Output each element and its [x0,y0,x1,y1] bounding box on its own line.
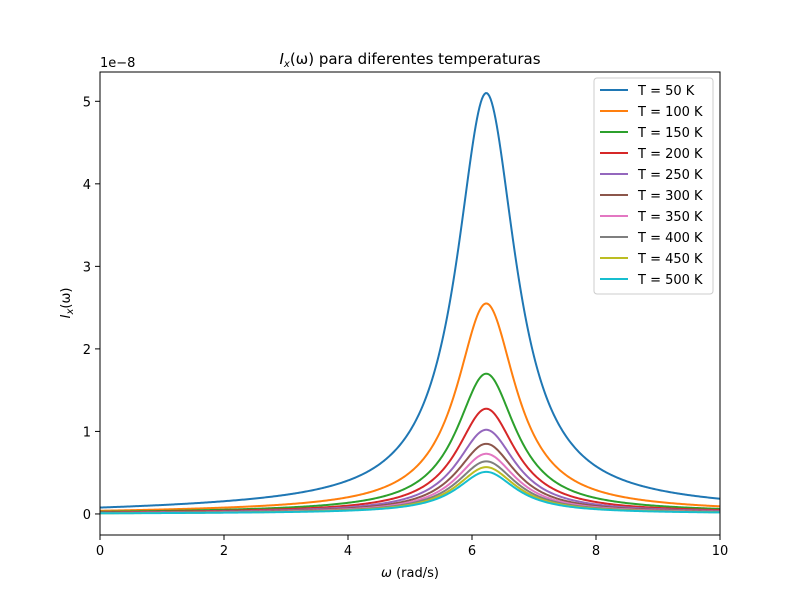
x-tick-label: 6 [468,544,476,559]
chart-title: Ix(ω) para diferentes temperaturas [279,50,540,70]
y-tick-label: 1 [83,425,91,440]
legend-label: T = 300 K [637,189,703,204]
legend: T = 50 K T = 100 K T = 150 K T = 200 K T = 2… [593,77,714,295]
y-tick-label: 0 [83,508,91,523]
x-axis-ticks: 0 2 4 6 8 10 [96,535,728,559]
x-axis-label: ω (rad/s) [381,566,439,581]
plot-frame [99,71,721,536]
y-offset-label: 1e−8 [100,56,135,71]
legend-label: T = 50 K [637,84,695,99]
y-tick-label: 2 [83,343,91,358]
y-tick-label: 4 [83,178,91,193]
x-tick-label: 4 [344,544,352,559]
legend-label: T = 100 K [637,105,703,120]
legend-label: T = 200 K [637,147,703,162]
legend-label: T = 500 K [637,273,703,288]
legend-label: T = 400 K [637,231,703,246]
legend-label: T = 450 K [637,252,703,267]
x-tick-label: 10 [712,544,729,559]
series-line [100,470,721,515]
legend-label: T = 250 K [637,168,703,183]
y-tick-label: 5 [83,95,91,110]
y-axis-ticks: 0 1 2 3 4 5 [83,95,100,523]
x-tick-label: 2 [220,544,228,559]
y-tick-label: 3 [83,260,91,275]
series-line [99,92,721,509]
y-axis-label: Ix(ω) [59,288,76,319]
series-lines [99,92,721,515]
x-tick-label: 8 [592,544,600,559]
x-tick-label: 0 [96,544,104,559]
legend-label: T = 350 K [637,210,703,225]
series-line [99,302,721,512]
legend-label: T = 150 K [637,126,703,141]
